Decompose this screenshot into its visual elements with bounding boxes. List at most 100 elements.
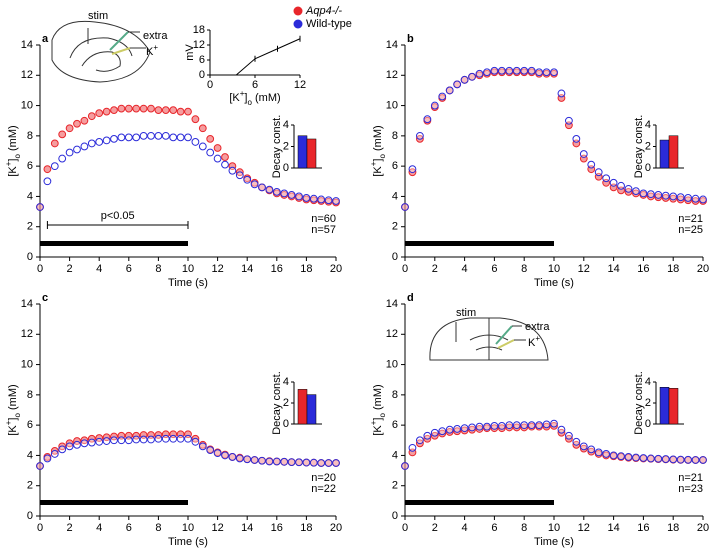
inset-y-tick-label: 4 bbox=[645, 376, 651, 388]
data-point bbox=[110, 134, 118, 143]
data-point bbox=[265, 185, 274, 194]
data-point bbox=[80, 439, 89, 448]
y-tick-label: 4 bbox=[392, 190, 398, 202]
label-part: ] bbox=[372, 159, 384, 162]
y-tick-label: 10 bbox=[21, 358, 33, 370]
data-point bbox=[198, 124, 207, 133]
data-point bbox=[58, 445, 67, 454]
x-tick-label: 6 bbox=[126, 263, 132, 275]
data-point bbox=[324, 459, 333, 467]
data-point bbox=[654, 193, 663, 202]
data-point bbox=[154, 131, 163, 140]
data-point bbox=[87, 139, 96, 148]
x-tick-label: 10 bbox=[548, 522, 560, 534]
x-tick-label: 12 bbox=[211, 522, 223, 534]
label-part: [K bbox=[372, 166, 384, 177]
x-axis-title: Time (s) bbox=[534, 277, 574, 289]
data-point bbox=[423, 431, 432, 440]
data-point bbox=[401, 462, 409, 470]
data-point bbox=[243, 455, 252, 464]
inset-y-tick-label: 2 bbox=[283, 397, 289, 409]
y-tick-label: 6 bbox=[392, 419, 398, 431]
x-tick-label: 20 bbox=[330, 263, 342, 275]
x-tick-label: 12 bbox=[578, 263, 590, 275]
stimulus-bar bbox=[405, 241, 554, 246]
x-tick-label: 20 bbox=[330, 522, 342, 534]
y-tick-label: 10 bbox=[21, 99, 33, 111]
data-point bbox=[453, 427, 462, 436]
n-label: n=21 bbox=[678, 213, 703, 225]
n-label: n=23 bbox=[678, 483, 703, 495]
data-point bbox=[221, 451, 229, 460]
y-tick-label: 12 bbox=[21, 69, 33, 81]
y-tick-label: 14 bbox=[21, 298, 33, 310]
data-point bbox=[36, 462, 44, 470]
data-point bbox=[676, 455, 685, 464]
data-point bbox=[73, 145, 81, 154]
data-point bbox=[58, 154, 67, 163]
y-axis-title: [K+]o (mM) bbox=[369, 125, 387, 176]
data-point bbox=[639, 454, 648, 462]
label-part: ] bbox=[7, 159, 19, 162]
label-part: K bbox=[528, 337, 536, 349]
data-point bbox=[132, 104, 141, 113]
data-point bbox=[124, 436, 133, 445]
inset-x-title: [K+]o (mM) bbox=[229, 89, 280, 107]
y-tick-label: 2 bbox=[392, 480, 398, 492]
n-label: n=20 bbox=[311, 472, 336, 484]
data-point bbox=[617, 181, 625, 190]
data-point bbox=[691, 456, 700, 464]
data-point bbox=[295, 192, 303, 201]
label-part: + bbox=[369, 161, 378, 166]
x-tick-label: 6 bbox=[126, 522, 132, 534]
data-point bbox=[520, 423, 529, 432]
data-point bbox=[497, 66, 506, 75]
label-part: (mM) bbox=[372, 125, 384, 154]
label-part: o bbox=[13, 413, 22, 418]
inset-bar bbox=[306, 138, 317, 169]
data-point bbox=[490, 424, 499, 433]
x-tick-label: 8 bbox=[521, 522, 527, 534]
y-tick-label: 12 bbox=[386, 69, 398, 81]
data-point bbox=[579, 150, 588, 158]
data-point bbox=[684, 196, 692, 205]
data-point bbox=[408, 165, 417, 174]
y-tick-label: 0 bbox=[27, 251, 33, 263]
x-tick-label: 0 bbox=[37, 522, 43, 534]
data-point bbox=[587, 445, 596, 454]
y-tick-label: 6 bbox=[392, 160, 398, 172]
data-point bbox=[117, 104, 126, 113]
data-point bbox=[80, 116, 89, 125]
data-point bbox=[505, 423, 514, 432]
data-point bbox=[258, 456, 266, 465]
inset-line bbox=[235, 38, 301, 76]
x-tick-label: 8 bbox=[155, 522, 161, 534]
data-point bbox=[497, 424, 506, 433]
data-point bbox=[460, 75, 469, 84]
data-point bbox=[117, 133, 126, 142]
data-point bbox=[453, 425, 462, 433]
data-point bbox=[198, 142, 207, 151]
x-tick-label: 16 bbox=[637, 522, 649, 534]
data-point bbox=[632, 189, 640, 198]
inset-bar bbox=[668, 388, 679, 425]
data-point bbox=[324, 196, 333, 205]
data-point bbox=[295, 458, 303, 467]
y-tick-label: 14 bbox=[386, 39, 398, 51]
data-point bbox=[430, 101, 439, 110]
inset-x-tick-label: 12 bbox=[294, 79, 306, 91]
stimulus-bar bbox=[405, 500, 554, 505]
data-point bbox=[176, 107, 185, 116]
data-point bbox=[228, 453, 237, 461]
data-point bbox=[132, 435, 141, 444]
data-point bbox=[542, 68, 551, 77]
data-point bbox=[572, 437, 581, 446]
x-tick-label: 2 bbox=[67, 263, 73, 275]
data-point bbox=[483, 422, 491, 431]
n-label: n=21 bbox=[678, 472, 703, 484]
data-point bbox=[161, 106, 170, 115]
data-point bbox=[124, 133, 133, 142]
data-point bbox=[654, 191, 663, 199]
data-point bbox=[191, 437, 200, 446]
data-point bbox=[95, 109, 104, 118]
